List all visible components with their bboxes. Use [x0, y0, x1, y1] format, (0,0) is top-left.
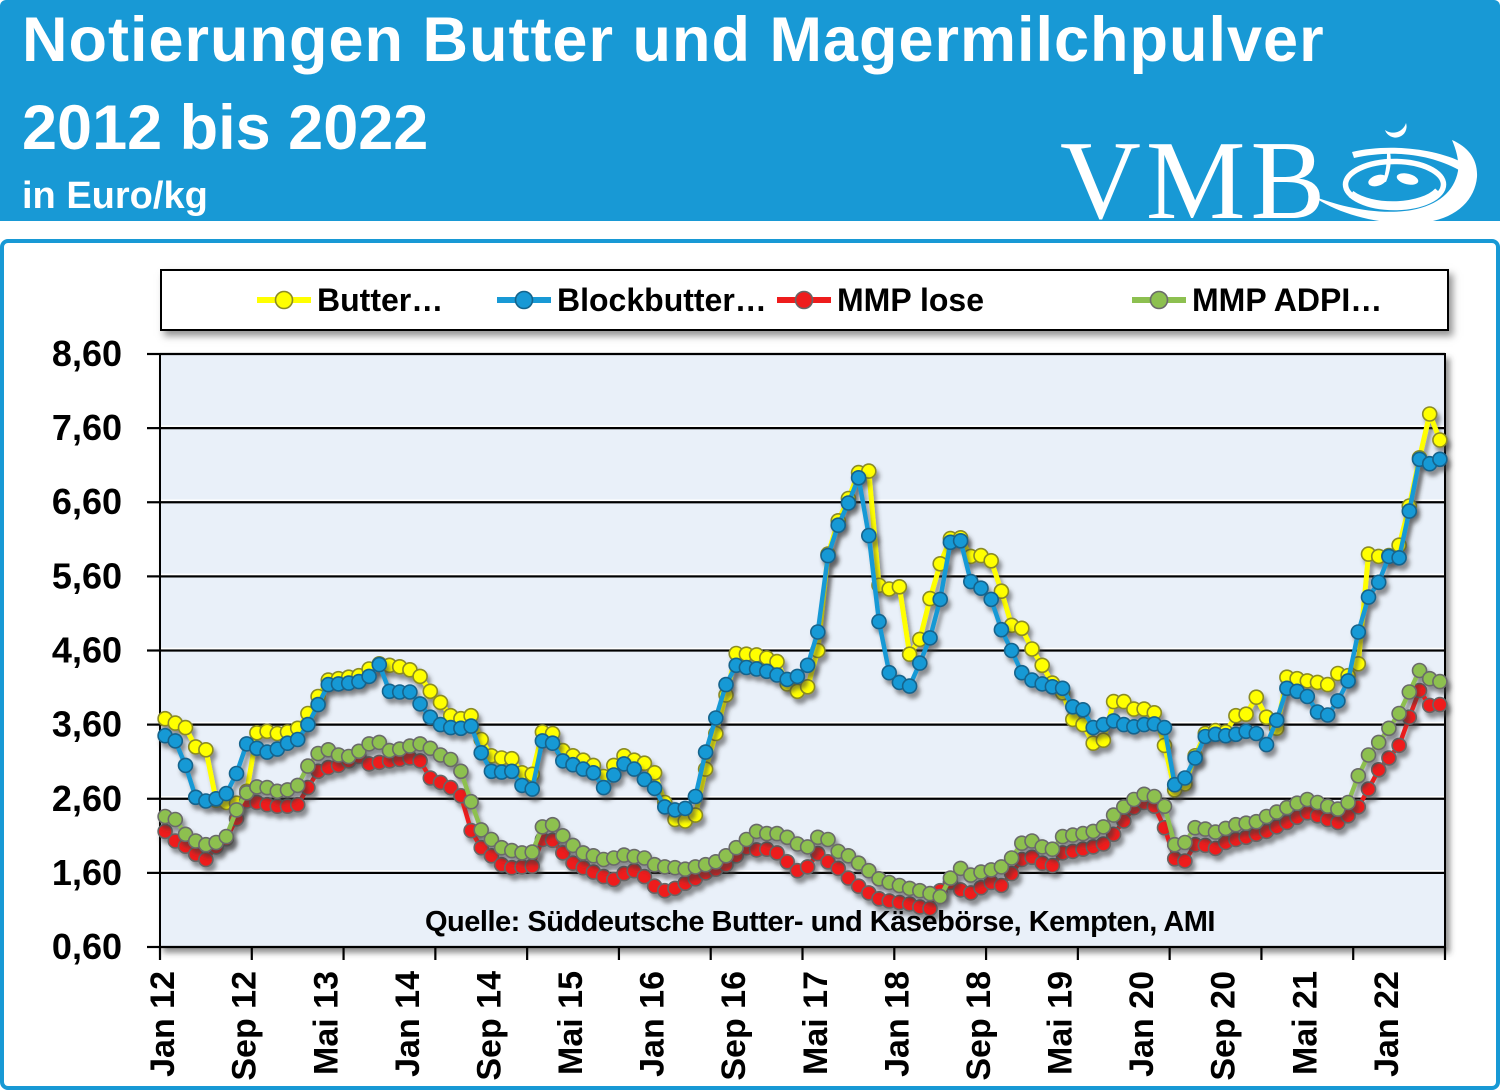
- svg-text:Sep 18: Sep 18: [960, 971, 998, 1081]
- svg-text:Jan 14: Jan 14: [389, 971, 427, 1077]
- svg-text:8,60: 8,60: [52, 333, 122, 374]
- svg-text:Mai 17: Mai 17: [797, 971, 835, 1075]
- svg-text:Sep 12: Sep 12: [226, 971, 264, 1081]
- svg-text:7,60: 7,60: [52, 407, 122, 448]
- svg-text:Jan 12: Jan 12: [144, 971, 182, 1077]
- svg-text:4,60: 4,60: [52, 630, 122, 671]
- svg-text:Sep 16: Sep 16: [715, 971, 753, 1081]
- svg-text:Sep 14: Sep 14: [470, 971, 508, 1081]
- svg-text:Mai 13: Mai 13: [307, 971, 345, 1075]
- svg-text:5,60: 5,60: [52, 555, 122, 596]
- svg-text:Jan 20: Jan 20: [1123, 971, 1161, 1077]
- svg-text:Mai 15: Mai 15: [552, 971, 590, 1075]
- svg-text:1,60: 1,60: [52, 852, 122, 893]
- svg-text:3,60: 3,60: [52, 704, 122, 745]
- svg-text:2,60: 2,60: [52, 778, 122, 819]
- svg-text:Quelle: Süddeutsche Butter- un: Quelle: Süddeutsche Butter- und Käsebörs…: [425, 906, 1215, 938]
- svg-text:6,60: 6,60: [52, 481, 122, 522]
- svg-text:0,60: 0,60: [52, 926, 122, 967]
- svg-text:Sep 20: Sep 20: [1205, 971, 1243, 1081]
- svg-text:Mai 19: Mai 19: [1042, 971, 1080, 1075]
- svg-text:Jan 16: Jan 16: [634, 971, 672, 1077]
- svg-text:Mai 21: Mai 21: [1286, 971, 1324, 1075]
- svg-text:Jan 22: Jan 22: [1368, 971, 1406, 1077]
- svg-text:Jan 18: Jan 18: [878, 971, 916, 1077]
